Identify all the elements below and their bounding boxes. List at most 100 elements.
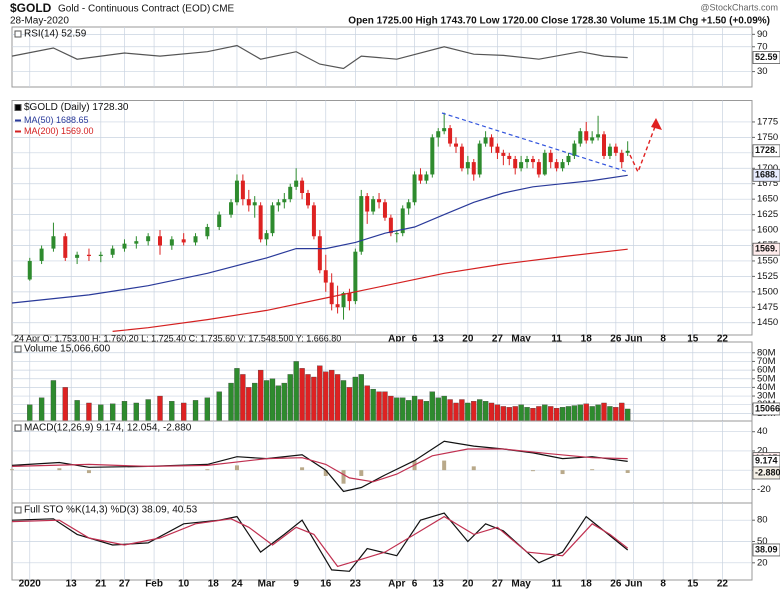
candle-body [602,134,606,156]
x-tick-label: 26 [610,334,622,345]
y-tick-label: 20 [757,557,768,568]
candle-body [122,243,127,249]
candle-body [530,159,535,163]
candle-body [560,162,565,169]
x-tick-label: 13 [433,334,445,345]
panel-frame [11,26,753,88]
value-box [752,144,780,158]
volume-bar [121,401,128,423]
value-box-label: 52.59 [755,52,778,62]
histogram-bar [442,460,447,471]
series-line [11,515,629,568]
candle-body [465,162,470,169]
legend-label: MA(50) 1688.65 [24,115,89,125]
volume-bar [334,374,341,423]
x-tick-label: 22 [717,334,729,345]
value-box [752,466,780,480]
volume-bar [281,382,287,423]
volume-bar [577,404,583,423]
y-tick-label: 50M [757,373,776,384]
histogram-bar [86,470,91,474]
candle-body [98,254,103,257]
candle-body [39,248,44,261]
histogram-bar [471,466,476,471]
volume-bar [423,401,430,423]
volume-bar [417,399,424,423]
candle-body [110,248,115,255]
candle-body [217,214,222,227]
x-tick-label: 13 [66,579,78,590]
x-tick-label: 6 [412,334,418,345]
volume-bar [299,368,305,423]
volume-bar [459,399,465,423]
candle-body [400,208,405,234]
candle-body [442,128,447,132]
candle-body [412,174,417,203]
volume-bar [441,395,447,423]
volume-bar [364,385,370,423]
volume-bar [50,380,57,423]
series-line [11,174,628,304]
volume-bar [370,388,376,423]
x-tick-label: Feb [145,579,163,590]
y-tick-label: 70M [757,356,776,367]
candle-body [276,202,281,206]
volume-bar [530,408,536,423]
candle-body [252,202,257,206]
volume-bar [240,374,246,423]
volume-bar [169,401,175,423]
y-tick-label: -20 [757,484,771,495]
candle-body [377,199,382,203]
panel-title: MACD(12,26,9) 9.174, 12.054, -2.880 [24,423,192,434]
histogram-bar [57,468,62,471]
candle-body [448,128,453,144]
volume-bar [329,369,335,423]
y-tick-label: 1650 [757,194,778,205]
histogram-bar [530,470,535,472]
histogram-bar [625,470,630,473]
volume-bar [512,406,518,423]
candle-body [619,152,624,163]
volume-bar [394,397,400,423]
candle-body [489,137,494,147]
value-box [752,168,780,182]
y-tick-label: 1450 [757,317,778,328]
candle-body [229,202,234,215]
volume-bar [500,406,507,423]
volume-bar [613,407,619,423]
panel-title: Full STO %K(14,3) %D(3) 38.09, 40.53 [24,505,198,516]
x-tick-label: 8 [660,334,666,345]
volume-bar [340,380,347,423]
volume-bar [453,402,459,423]
candle-body [146,236,151,242]
x-tick-label: 27 [119,579,131,590]
panel-title: $GOLD (Daily) 1728.30 [24,102,129,113]
candle-body [607,146,612,156]
candle-body [406,202,411,209]
volume-bar [257,369,264,423]
volume-bar [494,404,501,423]
x-tick-label: 18 [581,579,593,590]
legend-label: MA(200) 1569.00 [24,126,94,136]
trend-line [441,112,629,173]
x-tick-label: 26 [610,579,622,590]
volume-bar [405,400,412,423]
candle-body [513,159,518,169]
x-tick-label: 18 [581,334,593,345]
candle-body [335,304,340,308]
y-tick-label: 1550 [757,255,778,266]
value-box-label: -2.880 [755,467,780,477]
volume-bar [346,387,353,423]
histogram-bar [10,469,14,471]
volume-bar [400,397,406,423]
candle-body [181,239,186,243]
y-tick-label: 50 [757,536,768,547]
volume-bar [411,395,418,423]
volume-bar [181,402,187,423]
title-marker [14,506,22,514]
candle-body [288,186,293,200]
volume-bar [589,406,595,423]
panel-frame [11,420,753,505]
volume-bar [275,385,282,423]
candle-body [306,192,310,206]
